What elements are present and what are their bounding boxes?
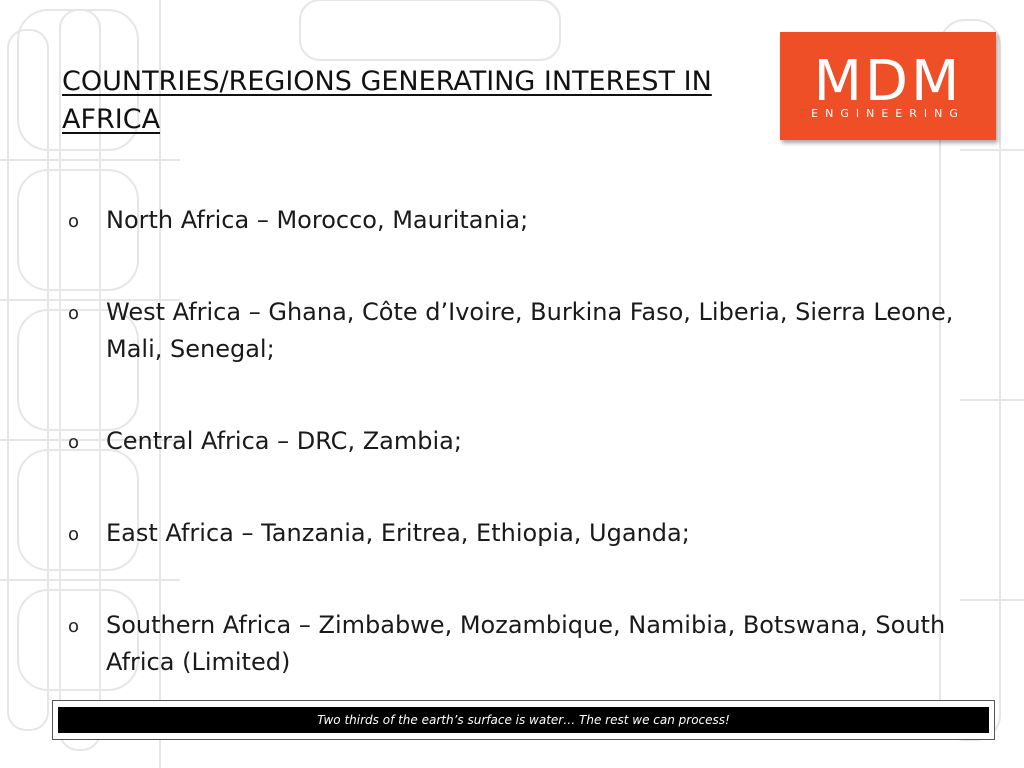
mdm-engineering-logo: MDM ENGINEERING — [780, 32, 996, 140]
list-item-west-africa: o West Africa – Ghana, Côte d’Ivoire, Bu… — [68, 294, 968, 368]
logo-subtitle: ENGINEERING — [811, 107, 965, 120]
list-item-east-africa: o East Africa – Tanzania, Eritrea, Ethio… — [68, 515, 968, 552]
list-item-central-africa: o Central Africa – DRC, Zambia; — [68, 423, 968, 460]
bullet-circle-icon: o — [68, 524, 80, 545]
footer-banner: Two thirds of the earth’s surface is wat… — [52, 700, 995, 740]
list-item-text: West Africa – Ghana, Côte d’Ivoire, Burk… — [106, 298, 954, 363]
list-item-text: Central Africa – DRC, Zambia; — [106, 427, 462, 455]
footer-tagline: Two thirds of the earth’s surface is wat… — [58, 707, 989, 733]
bullet-circle-icon: o — [68, 616, 80, 637]
list-item-text: North Africa – Morocco, Mauritania; — [106, 206, 529, 234]
slide-title: COUNTRIES/REGIONS GENERATING INTEREST IN… — [62, 66, 712, 135]
list-item-text: Southern Africa – Zimbabwe, Mozambique, … — [106, 611, 946, 676]
bullet-circle-icon: o — [68, 211, 80, 232]
region-list: o North Africa – Morocco, Mauritania; o … — [68, 198, 968, 681]
bullet-circle-icon: o — [68, 432, 80, 453]
list-item-north-africa: o North Africa – Morocco, Mauritania; — [68, 202, 968, 239]
list-item-text: East Africa – Tanzania, Eritrea, Ethiopi… — [106, 519, 690, 547]
bullet-circle-icon: o — [68, 303, 80, 324]
list-item-southern-africa: o Southern Africa – Zimbabwe, Mozambique… — [68, 607, 968, 681]
logo-wordmark: MDM — [813, 49, 963, 114]
